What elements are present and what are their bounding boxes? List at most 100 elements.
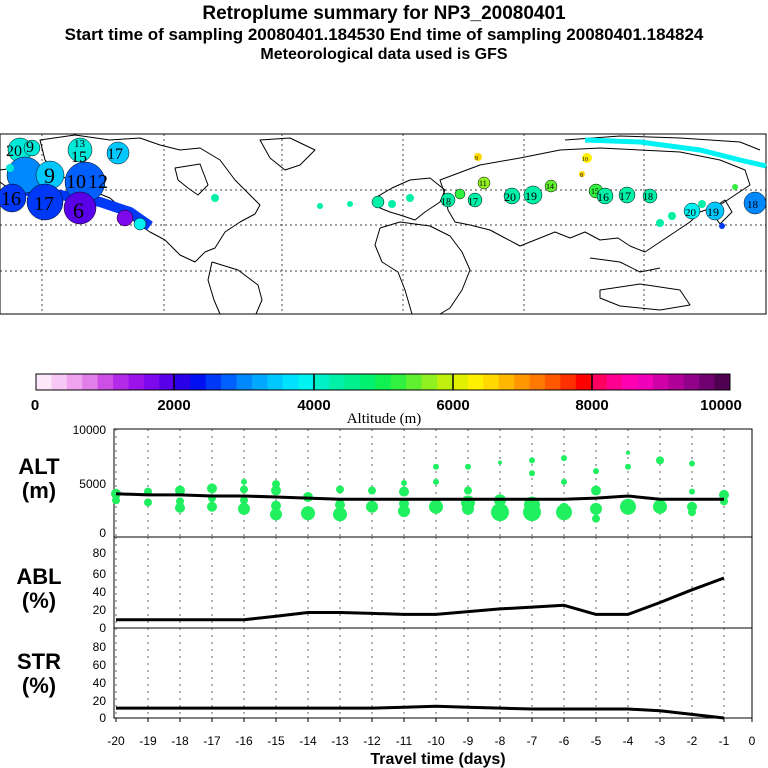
alt-scatter-point	[529, 470, 535, 477]
abl-ytick: 20	[93, 603, 107, 617]
alt-scatter-point	[465, 463, 471, 470]
colorbar-swatch	[51, 374, 68, 390]
map-label: 17	[34, 193, 54, 215]
abl-ytick: 60	[93, 567, 107, 581]
map-label: 17	[468, 197, 478, 208]
alt-scatter-point	[689, 488, 695, 495]
alt-scatter-point	[498, 460, 502, 465]
alt-scatter-point	[368, 486, 376, 495]
map-label: 14	[546, 182, 554, 191]
alt-scatter-point	[333, 507, 347, 522]
alt-scatter-point	[240, 496, 248, 505]
alt-scatter-point	[653, 499, 667, 514]
alt-scatter-point	[464, 486, 472, 495]
x-tick-label: -6	[559, 734, 570, 748]
alt-scatter-point	[271, 485, 281, 496]
alt-scatter-point	[301, 506, 315, 521]
colorbar-swatch	[406, 374, 422, 390]
alt-scatter-point	[559, 502, 569, 513]
colorbar-swatch	[560, 374, 577, 390]
colorbar-swatch	[652, 374, 669, 390]
x-tick-label: -14	[299, 734, 317, 748]
x-tick-label: 0	[749, 734, 756, 748]
map-label: 17	[107, 146, 123, 163]
alt-label-unit: (m)	[21, 478, 57, 503]
map-label: 20	[6, 143, 22, 160]
met-data-note: Meteorological data used is GFS	[260, 46, 508, 63]
colorbar-swatch	[236, 374, 253, 390]
x-tick-label: -15	[267, 734, 285, 748]
x-tick-label: -2	[687, 734, 698, 748]
str-ytick: 80	[93, 640, 107, 654]
colorbar-swatch	[298, 374, 314, 390]
x-tick-label: -17	[203, 734, 221, 748]
colorbar-tick: 10000	[700, 397, 742, 414]
map-label: 13	[74, 138, 86, 150]
colorbar-swatch	[606, 374, 623, 390]
sampling-times: Start time of sampling 20080401.184530 E…	[64, 25, 704, 44]
map-label: 9	[26, 139, 34, 156]
colorbar-swatch	[668, 374, 685, 390]
alt-scatter-point	[240, 485, 248, 494]
str-label-unit: (%)	[21, 673, 57, 698]
colorbar-tick: 8000	[575, 397, 608, 414]
str-ytick: 60	[93, 658, 107, 672]
map-label: 17	[619, 189, 631, 203]
alt-scatter-point	[625, 463, 631, 470]
colorbar-swatch	[190, 374, 207, 390]
alt-scatter-point	[398, 505, 410, 518]
map-label: 8	[580, 173, 583, 179]
alt-scatter-point	[336, 485, 344, 494]
alt-scatter-point	[207, 501, 217, 512]
panel-gridlines	[115, 429, 725, 718]
colorbar-swatch	[282, 374, 299, 390]
alt-ytick: 10000	[73, 423, 107, 437]
alt-scatter-point	[591, 485, 601, 496]
alt-scatter-point	[429, 499, 443, 514]
map-label: 19	[707, 205, 719, 219]
str-ytick: 20	[93, 694, 107, 708]
colorbar-swatch	[421, 374, 438, 390]
str-label-name: STR	[17, 649, 61, 674]
colorbar-swatch	[714, 374, 731, 390]
map-label: 9	[475, 156, 478, 162]
map-label: 20	[504, 190, 516, 204]
abl-panel-label: ABL (%)	[4, 565, 74, 613]
x-tick-label: -12	[363, 734, 381, 748]
alt-scatter-point	[462, 502, 474, 515]
colorbar-swatch	[82, 374, 99, 390]
x-tick-label: -8	[495, 734, 506, 748]
time-series-panels: 10000 5000 0 80 60 40 20 0 80 60 40 20 0…	[73, 423, 756, 768]
alt-scatter-point	[175, 485, 185, 496]
alt-label-name: ALT	[18, 454, 60, 479]
map-label: 16	[597, 190, 609, 204]
alt-scatter-point	[270, 508, 282, 521]
x-axis-tick-labels: -20 -19 -18 -17 -16 -15 -14 -13 -12 -11 -10 -9 -8 -7-…	[107, 718, 756, 748]
colorbar-ticks: 0 2000 4000 6000 8000 10000 Altitude (m)	[31, 397, 742, 427]
map-label: 20	[685, 207, 697, 219]
map-label: 9	[44, 163, 55, 188]
map-label: 11	[479, 179, 487, 188]
map-label: 10	[582, 157, 588, 163]
colorbar-swatch	[344, 374, 361, 390]
colorbar-tick: 2000	[157, 397, 190, 414]
alt-scatter-point	[241, 478, 247, 485]
colorbar-swatch	[221, 374, 237, 390]
colorbar-swatch	[683, 374, 700, 390]
plume-ribbon-arctic	[584, 137, 767, 169]
map-label: 15	[591, 187, 599, 196]
x-tick-label: -3	[655, 734, 666, 748]
x-tick-label: -11	[396, 734, 413, 748]
alt-scatter-point	[688, 508, 696, 517]
map-label: 18	[643, 192, 653, 203]
colorbar-swatch	[622, 374, 638, 390]
x-tick-label: -5	[591, 734, 602, 748]
colorbar-swatch	[529, 374, 546, 390]
alt-scatter-point	[207, 483, 217, 494]
colorbar-swatch	[359, 374, 376, 390]
colorbar-swatch	[205, 374, 222, 390]
colorbar-swatch	[498, 374, 515, 390]
alt-scatter-point	[112, 496, 120, 505]
x-tick-label: -7	[527, 734, 538, 748]
alt-ytick: 0	[99, 526, 106, 540]
